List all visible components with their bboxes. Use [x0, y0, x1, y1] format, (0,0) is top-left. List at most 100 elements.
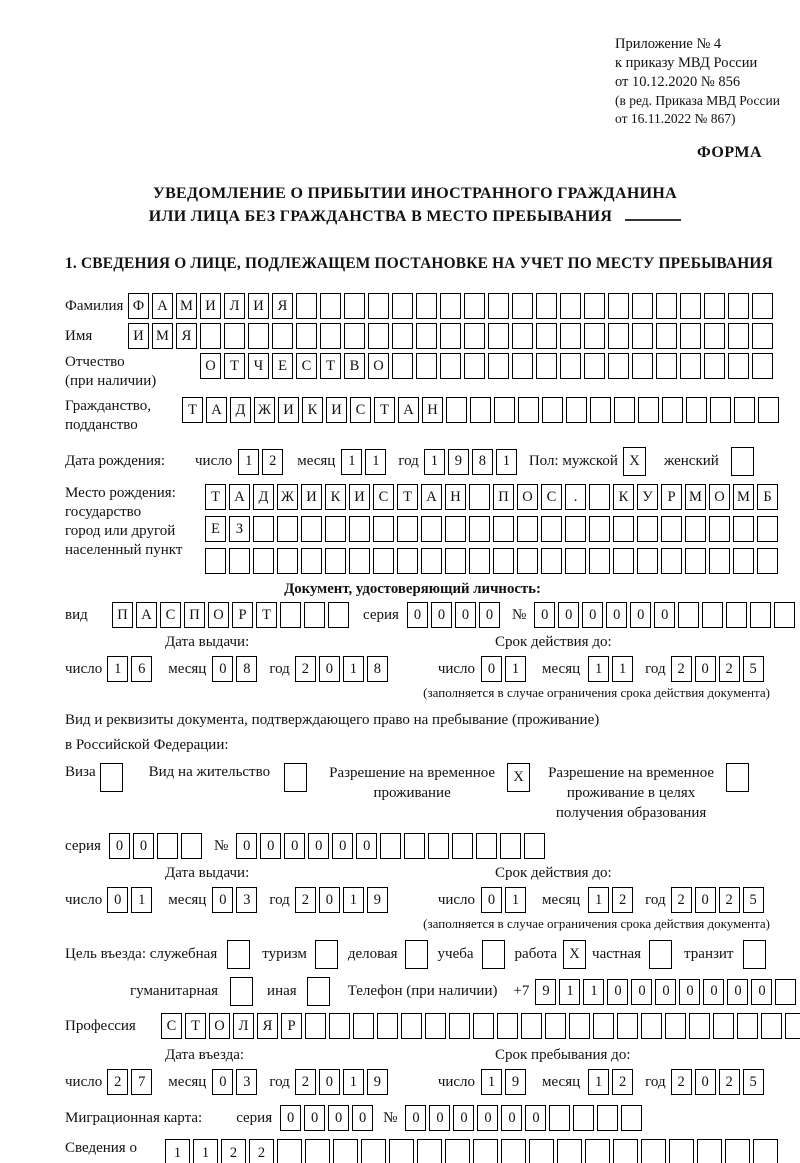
cell[interactable]	[585, 1139, 610, 1163]
cell[interactable]: 1	[505, 656, 527, 682]
cell[interactable]	[389, 1139, 414, 1163]
cell[interactable]: Т	[256, 602, 277, 628]
cell[interactable]	[205, 548, 226, 574]
cell[interactable]	[277, 1139, 302, 1163]
cell[interactable]: 0	[405, 1105, 427, 1131]
cell[interactable]: 8	[236, 656, 258, 682]
cell[interactable]: З	[229, 516, 250, 542]
cell[interactable]	[753, 1139, 778, 1163]
purpose-private-checkbox[interactable]	[649, 940, 673, 969]
cell[interactable]: Н	[445, 484, 466, 510]
cell[interactable]	[421, 548, 442, 574]
cell[interactable]: И	[326, 397, 347, 423]
cell[interactable]: 2	[670, 1069, 692, 1095]
cell[interactable]: 1	[505, 887, 527, 913]
cell[interactable]	[224, 323, 245, 349]
cell[interactable]: 0	[751, 978, 773, 1005]
cell[interactable]: 0	[328, 1105, 350, 1131]
cell[interactable]	[752, 353, 773, 379]
cell[interactable]	[704, 293, 725, 319]
cell[interactable]: 2	[670, 887, 692, 913]
cell[interactable]: Т	[182, 397, 203, 423]
cell[interactable]	[404, 940, 428, 969]
cell[interactable]	[757, 548, 778, 574]
cell[interactable]	[665, 1013, 686, 1039]
cell[interactable]	[680, 353, 701, 379]
cell[interactable]	[314, 940, 338, 969]
cell[interactable]	[557, 1139, 582, 1163]
cell[interactable]: 2	[294, 1069, 316, 1095]
cell[interactable]	[512, 353, 533, 379]
cell[interactable]	[569, 1013, 590, 1039]
cell[interactable]	[416, 353, 437, 379]
cell[interactable]	[344, 323, 365, 349]
cell[interactable]	[380, 833, 402, 859]
cell[interactable]	[704, 353, 725, 379]
cell[interactable]	[536, 353, 557, 379]
cell[interactable]	[377, 1013, 398, 1039]
cell[interactable]	[329, 1013, 350, 1039]
cell[interactable]	[613, 516, 634, 542]
cell[interactable]	[416, 293, 437, 319]
cell[interactable]: X	[563, 940, 587, 969]
cell[interactable]	[608, 293, 629, 319]
cell[interactable]: Т	[224, 353, 245, 379]
cell[interactable]	[180, 833, 202, 859]
cell[interactable]: С	[373, 484, 394, 510]
purpose-study-checkbox[interactable]	[481, 940, 505, 969]
cell[interactable]: 1	[588, 1069, 610, 1095]
cell[interactable]: Н	[422, 397, 443, 423]
cell[interactable]	[404, 833, 426, 859]
cell[interactable]	[641, 1139, 666, 1163]
cell[interactable]: О	[368, 353, 389, 379]
cell[interactable]	[589, 548, 610, 574]
cell[interactable]: 0	[108, 833, 130, 859]
cell[interactable]: Т	[374, 397, 395, 423]
cell[interactable]: Е	[205, 516, 226, 542]
cell[interactable]	[280, 602, 301, 628]
cell[interactable]: П	[184, 602, 205, 628]
cell[interactable]	[397, 516, 418, 542]
cell[interactable]	[758, 397, 779, 423]
cell[interactable]	[325, 516, 346, 542]
cell[interactable]: 0	[352, 1105, 374, 1131]
cell[interactable]: 0	[406, 602, 428, 628]
cell[interactable]: П	[493, 484, 514, 510]
cell[interactable]: 1	[341, 448, 363, 475]
purpose-business-checkbox[interactable]	[404, 940, 428, 969]
cell[interactable]	[728, 353, 749, 379]
purpose-work-checkbox[interactable]: X	[563, 940, 587, 969]
cell[interactable]	[730, 447, 754, 476]
cell[interactable]	[392, 323, 413, 349]
cell[interactable]: П	[112, 602, 133, 628]
cell[interactable]	[401, 1013, 422, 1039]
cell[interactable]: Т	[205, 484, 226, 510]
cell[interactable]: 2	[670, 656, 692, 682]
cell[interactable]	[304, 602, 325, 628]
cell[interactable]: 9	[535, 978, 557, 1005]
cell[interactable]: Б	[757, 484, 778, 510]
cell[interactable]	[641, 1013, 662, 1039]
cell[interactable]	[349, 548, 370, 574]
cell[interactable]: 1	[588, 656, 610, 682]
cell[interactable]: 0	[501, 1105, 523, 1131]
cell[interactable]	[421, 516, 442, 542]
cell[interactable]: 0	[655, 978, 677, 1005]
cell[interactable]	[156, 833, 178, 859]
cell[interactable]	[440, 353, 461, 379]
cell[interactable]: О	[200, 353, 221, 379]
cell[interactable]: 0	[212, 656, 234, 682]
cell[interactable]: 5	[742, 656, 764, 682]
sex-male-checkbox[interactable]: X	[622, 447, 646, 476]
cell[interactable]	[566, 397, 587, 423]
cell[interactable]	[481, 940, 505, 969]
cell[interactable]: 0	[318, 1069, 340, 1095]
cell[interactable]	[277, 516, 298, 542]
cell[interactable]	[573, 1105, 595, 1131]
cell[interactable]: И	[128, 323, 149, 349]
